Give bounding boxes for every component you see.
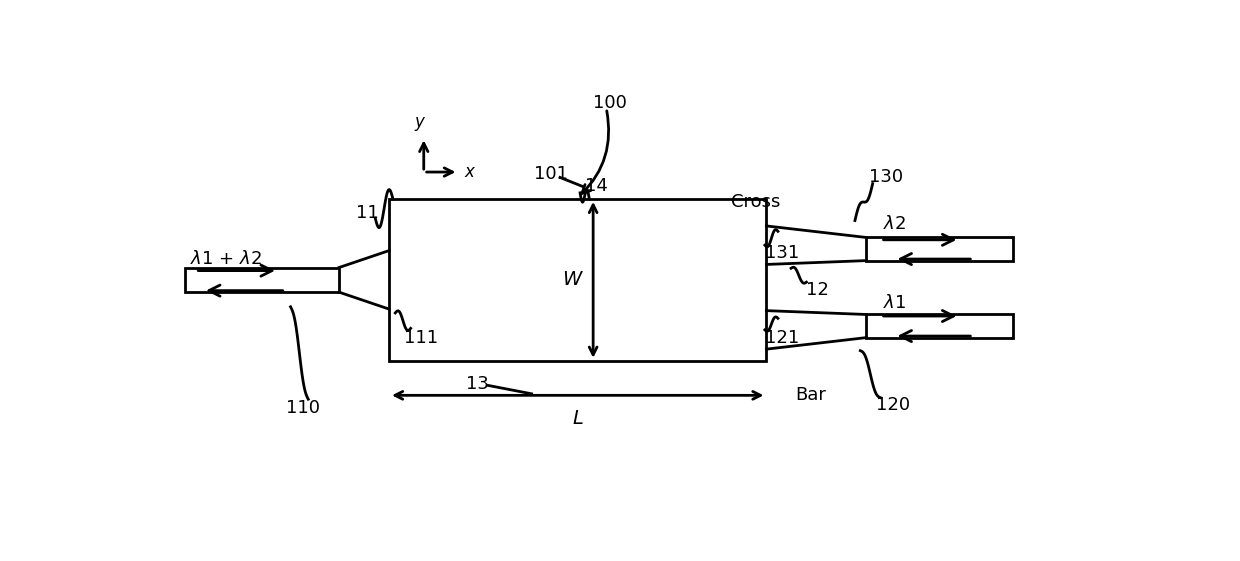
Text: 111: 111 [404, 329, 439, 347]
Text: 14: 14 [585, 177, 609, 195]
Text: Bar: Bar [796, 387, 827, 404]
Text: $\lambda$1: $\lambda$1 [883, 294, 906, 312]
Text: 110: 110 [286, 399, 320, 417]
Text: x: x [465, 163, 475, 181]
Text: W: W [563, 270, 582, 289]
Text: 11: 11 [356, 204, 379, 222]
Text: $\lambda$1 + $\lambda$2: $\lambda$1 + $\lambda$2 [191, 250, 263, 268]
Bar [185, 268, 339, 292]
Text: 121: 121 [765, 329, 799, 347]
Text: 120: 120 [877, 397, 910, 415]
Text: 101: 101 [533, 165, 568, 183]
Text: 12: 12 [806, 281, 830, 299]
Text: L: L [573, 409, 583, 428]
Bar [389, 199, 766, 361]
Text: 13: 13 [466, 375, 489, 393]
Text: $\lambda$2: $\lambda$2 [883, 215, 906, 233]
Text: 100: 100 [593, 94, 627, 112]
Text: 131: 131 [765, 244, 799, 262]
Bar [867, 315, 1013, 338]
Bar [867, 237, 1013, 261]
Text: 130: 130 [869, 168, 903, 186]
Text: y: y [414, 113, 424, 131]
Text: Cross: Cross [730, 193, 780, 211]
